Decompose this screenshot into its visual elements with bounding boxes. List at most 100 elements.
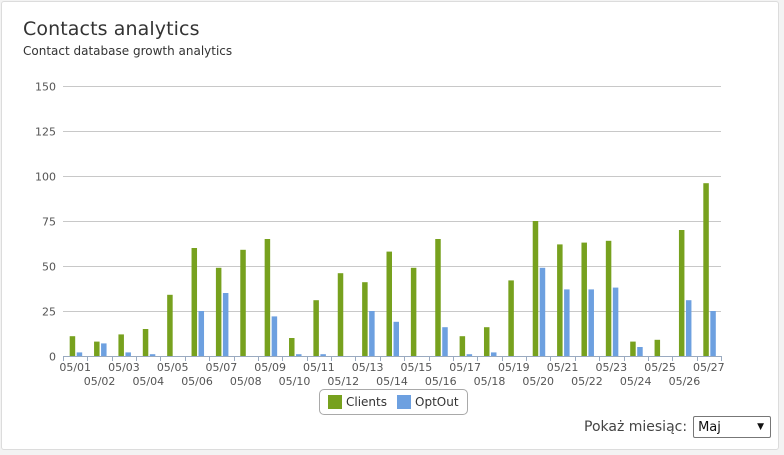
bar-optout-05-11[interactable] xyxy=(320,354,326,356)
bar-clients-05-15[interactable] xyxy=(410,267,417,356)
y-tick-label: 75 xyxy=(42,216,56,229)
bar-optout-05-09[interactable] xyxy=(271,316,278,356)
bar-optout-05-02[interactable] xyxy=(101,343,107,356)
x-tick-label: 05/07 xyxy=(206,361,238,374)
bar-optout-05-14[interactable] xyxy=(393,321,400,356)
bars xyxy=(69,183,716,356)
bar-clients-05-02[interactable] xyxy=(94,341,100,356)
legend-item-optout[interactable]: OptOut xyxy=(397,395,459,409)
month-picker: Pokaż miesiąc: Maj ▼ xyxy=(584,416,772,438)
y-tick-label: 50 xyxy=(42,261,56,274)
legend-item-clients[interactable]: Clients xyxy=(328,395,387,409)
bar-clients-05-06[interactable] xyxy=(191,248,198,356)
y-tick-label: 25 xyxy=(42,306,56,319)
bar-optout-05-26[interactable] xyxy=(685,300,692,356)
bar-optout-05-17[interactable] xyxy=(466,354,473,356)
page-title: Contacts analytics xyxy=(23,18,200,40)
axis-labels: 025507510012515005/0105/0205/0305/0405/0… xyxy=(35,81,725,389)
x-tick-label: 05/15 xyxy=(401,361,433,374)
bar-optout-05-22[interactable] xyxy=(588,289,594,356)
bar-clients-05-09[interactable] xyxy=(264,239,271,356)
chart-legend: Clients OptOut xyxy=(319,389,468,415)
x-tick-label: 05/18 xyxy=(474,375,506,388)
bar-clients-05-22[interactable] xyxy=(581,242,587,356)
x-tick-label: 05/06 xyxy=(181,375,213,388)
bar-clients-05-17[interactable] xyxy=(459,336,466,356)
x-tick-label: 05/12 xyxy=(327,375,359,388)
x-tick-label: 05/19 xyxy=(498,361,530,374)
y-tick-label: 150 xyxy=(35,81,56,94)
x-tick-label: 05/17 xyxy=(449,361,481,374)
bar-optout-05-24[interactable] xyxy=(637,347,643,356)
page-subtitle: Contact database growth analytics xyxy=(23,44,233,58)
x-tick-label: 05/01 xyxy=(59,361,91,374)
bar-optout-05-04[interactable] xyxy=(149,354,156,356)
bar-clients-05-16[interactable] xyxy=(435,239,441,356)
legend-label-optout: OptOut xyxy=(415,395,459,409)
x-tick-label: 05/26 xyxy=(669,375,701,388)
x-tick-label: 05/04 xyxy=(132,375,164,388)
bar-optout-05-21[interactable] xyxy=(564,289,570,356)
chevron-down-icon: ▼ xyxy=(757,422,765,432)
x-tick-label: 05/05 xyxy=(157,361,189,374)
x-tick-label: 05/25 xyxy=(644,361,676,374)
bar-clients-05-03[interactable] xyxy=(118,334,124,356)
bar-clients-05-04[interactable] xyxy=(142,329,149,356)
bar-clients-05-18[interactable] xyxy=(483,327,490,356)
bar-clients-05-23[interactable] xyxy=(605,240,612,356)
x-tick-label: 05/24 xyxy=(620,375,652,388)
bar-optout-05-20[interactable] xyxy=(539,267,546,356)
bar-optout-05-27[interactable] xyxy=(710,311,716,356)
bar-clients-05-26[interactable] xyxy=(678,230,685,356)
bar-clients-05-27[interactable] xyxy=(703,183,709,356)
bar-clients-05-24[interactable] xyxy=(630,341,636,356)
month-select-value: Maj xyxy=(698,419,721,435)
bar-clients-05-08[interactable] xyxy=(240,249,246,356)
month-select[interactable]: Maj ▼ xyxy=(693,416,772,438)
bar-clients-05-13[interactable] xyxy=(362,282,368,356)
bar-optout-05-18[interactable] xyxy=(490,352,497,356)
bar-clients-05-14[interactable] xyxy=(386,251,393,356)
bar-clients-05-12[interactable] xyxy=(337,273,344,356)
bar-clients-05-21[interactable] xyxy=(557,244,563,356)
bar-clients-05-20[interactable] xyxy=(532,221,539,356)
bar-optout-05-06[interactable] xyxy=(198,311,205,356)
x-tick-label: 05/11 xyxy=(303,361,335,374)
bar-clients-05-01[interactable] xyxy=(69,336,76,356)
bar-optout-05-01[interactable] xyxy=(76,352,83,356)
x-tick-label: 05/09 xyxy=(254,361,286,374)
x-axis xyxy=(63,356,722,361)
bar-clients-05-07[interactable] xyxy=(215,267,222,356)
y-tick-label: 100 xyxy=(35,171,56,184)
bar-clients-05-19[interactable] xyxy=(508,280,514,356)
bar-optout-05-07[interactable] xyxy=(222,293,229,356)
bar-clients-05-25[interactable] xyxy=(654,339,661,356)
bar-optout-05-03[interactable] xyxy=(125,352,131,356)
x-tick-label: 05/14 xyxy=(376,375,408,388)
legend-swatch-clients xyxy=(328,395,342,409)
analytics-panel xyxy=(1,1,779,450)
grid-lines xyxy=(63,86,721,312)
x-tick-label: 05/22 xyxy=(571,375,603,388)
legend-label-clients: Clients xyxy=(346,395,387,409)
x-tick-label: 05/03 xyxy=(108,361,140,374)
legend-swatch-optout xyxy=(397,395,411,409)
x-tick-label: 05/21 xyxy=(547,361,579,374)
x-tick-label: 05/20 xyxy=(522,375,554,388)
bar-optout-05-23[interactable] xyxy=(612,287,619,356)
bar-clients-05-10[interactable] xyxy=(289,338,295,356)
bar-optout-05-10[interactable] xyxy=(296,354,302,356)
bar-clients-05-11[interactable] xyxy=(313,300,319,356)
x-tick-label: 05/10 xyxy=(279,375,311,388)
bar-optout-05-13[interactable] xyxy=(369,311,375,356)
x-tick-label: 05/23 xyxy=(595,361,627,374)
x-tick-label: 05/16 xyxy=(425,375,457,388)
y-tick-label: 0 xyxy=(49,351,56,364)
bar-clients-05-05[interactable] xyxy=(167,294,173,356)
y-tick-label: 125 xyxy=(35,126,56,139)
x-tick-label: 05/27 xyxy=(693,361,725,374)
x-tick-label: 05/08 xyxy=(230,375,262,388)
bar-optout-05-16[interactable] xyxy=(442,327,448,356)
x-tick-label: 05/13 xyxy=(352,361,384,374)
